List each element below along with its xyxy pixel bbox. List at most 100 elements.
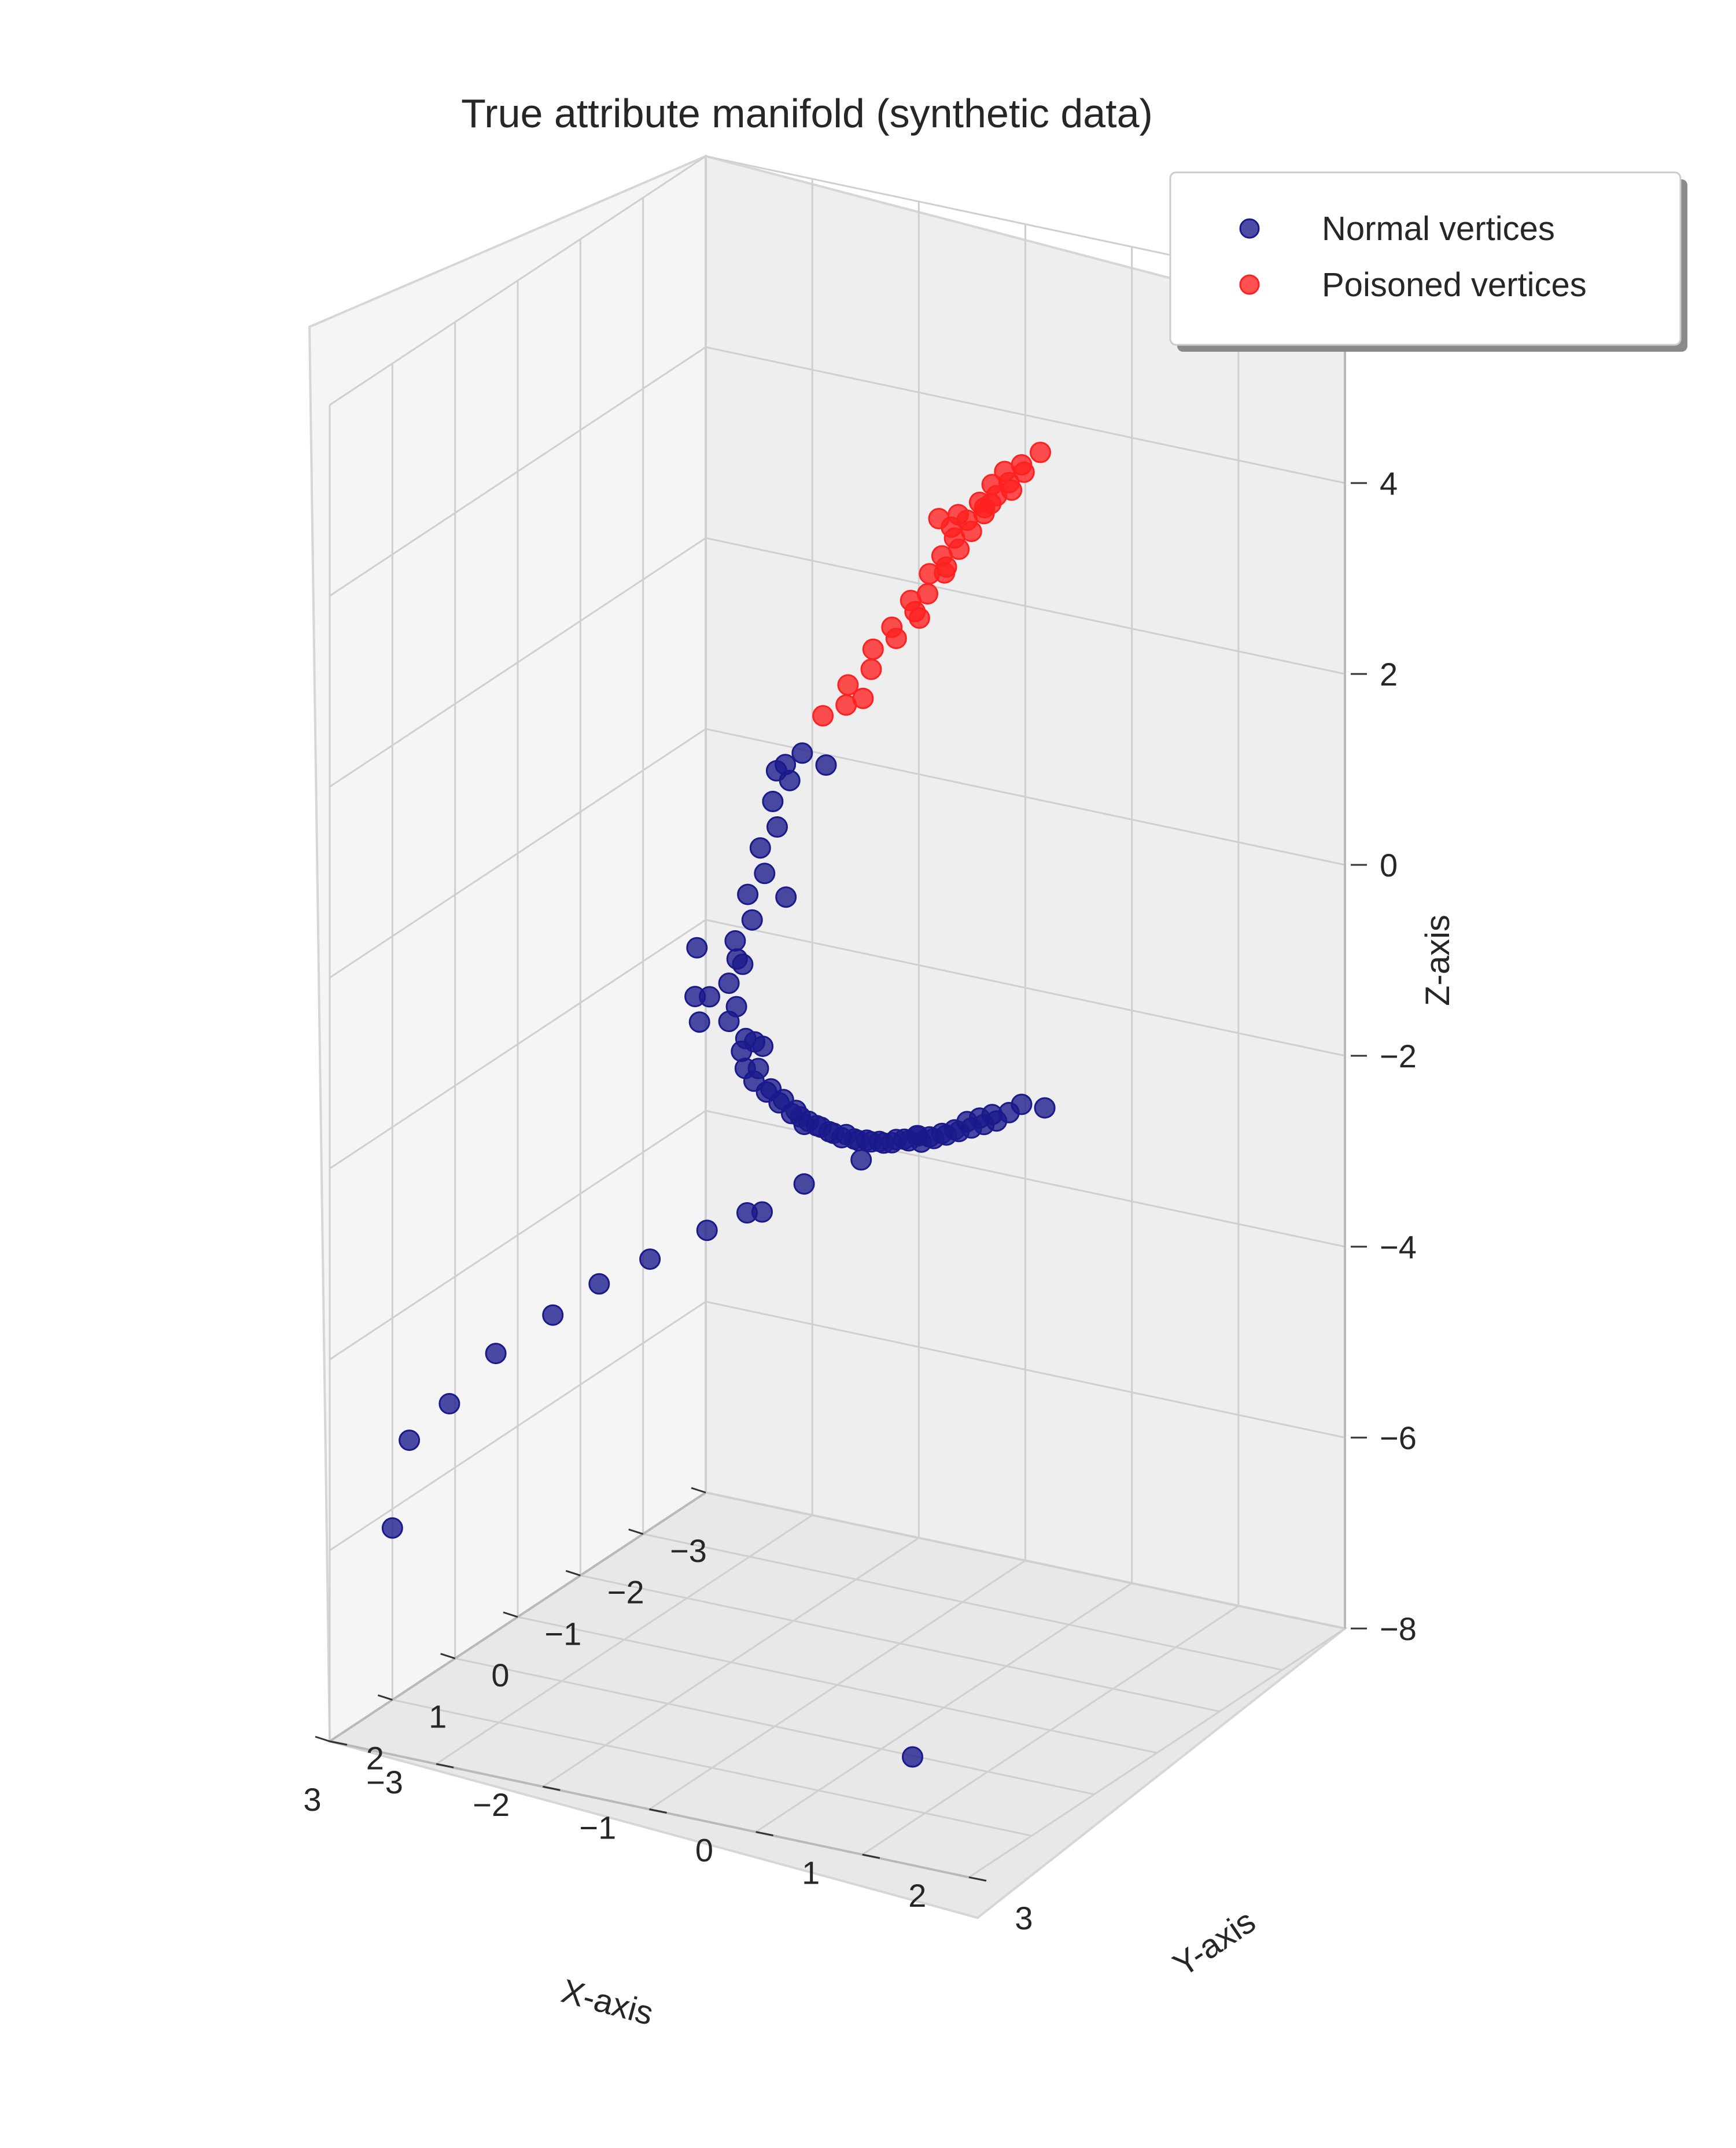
- gridline: [705, 1300, 1346, 1439]
- normal-vertex-point: [790, 1106, 812, 1128]
- normal-vertex-point: [791, 742, 813, 764]
- y-tick-label: 0: [695, 1832, 713, 1869]
- normal-vertex-point: [775, 886, 797, 908]
- y-tick-mark: [543, 1785, 561, 1791]
- gridline: [705, 537, 1346, 675]
- normal-vertex-point: [762, 790, 784, 812]
- x-tick-mark: [377, 1694, 393, 1701]
- legend-marker-normal: [1239, 218, 1260, 239]
- y-tick-label: 3: [1015, 1900, 1033, 1936]
- normal-vertex-point: [726, 948, 748, 970]
- x-tick-mark: [440, 1653, 456, 1660]
- normal-vertex-point: [699, 986, 720, 1008]
- gridline: [329, 728, 706, 979]
- normal-vertex-point: [588, 1273, 610, 1295]
- normal-vertex-point: [752, 1036, 774, 1058]
- normal-vertex-point: [793, 1173, 815, 1195]
- z-tick-label: 0: [1380, 847, 1398, 883]
- z-tick-label: −8: [1380, 1611, 1417, 1647]
- x-tick-mark: [503, 1611, 518, 1618]
- legend: Normal vertices Poisoned vertices: [1169, 171, 1687, 352]
- x-tick-label: −1: [544, 1615, 581, 1652]
- x-tick-mark: [565, 1569, 581, 1576]
- poisoned-vertex-point: [1013, 461, 1035, 483]
- normal-vertex-point: [438, 1392, 460, 1414]
- y-tick-label: 1: [802, 1855, 820, 1891]
- normal-vertex-point: [741, 909, 763, 931]
- gridline: [862, 1605, 1239, 1856]
- poisoned-vertex-point: [1001, 479, 1023, 501]
- poisoned-vertex-point: [885, 628, 907, 650]
- poisoned-vertex-point: [812, 705, 834, 727]
- normal-vertex-point: [907, 1125, 929, 1147]
- z-tick-label: 2: [1380, 656, 1398, 692]
- normal-vertex-point: [542, 1304, 564, 1326]
- poisoned-vertex-point: [974, 497, 996, 519]
- gridline: [705, 1491, 1346, 1630]
- poisoned-vertex-point: [908, 607, 930, 629]
- gridline: [329, 919, 706, 1170]
- poisoned-vertex-point: [862, 638, 884, 660]
- normal-vertex-point: [485, 1343, 507, 1365]
- z-axis-label: Z-axis: [1419, 915, 1457, 1006]
- y-tick-label: 2: [908, 1877, 926, 1914]
- gridline: [329, 537, 706, 788]
- x-tick-label: 1: [429, 1698, 447, 1735]
- poisoned-vertex-point: [934, 562, 956, 584]
- normal-vertex-point: [1034, 1097, 1056, 1119]
- y-tick-mark: [968, 1876, 987, 1882]
- normal-vertex-point: [754, 863, 776, 885]
- normal-vertex-point: [766, 816, 788, 838]
- legend-label-normal: Normal vertices: [1322, 210, 1555, 248]
- y-tick-mark: [329, 1740, 348, 1746]
- x-tick-mark: [315, 1736, 330, 1742]
- x-tick-label: 2: [366, 1740, 384, 1776]
- gridline: [755, 1582, 1133, 1833]
- x-tick-label: −3: [670, 1532, 707, 1569]
- normal-vertex-point: [381, 1517, 403, 1539]
- poisoned-vertex-point: [852, 687, 874, 709]
- z-tick-label: −2: [1380, 1038, 1417, 1074]
- normal-vertex-point: [688, 1011, 710, 1033]
- y-tick-mark: [649, 1808, 667, 1814]
- gridline: [542, 1537, 920, 1788]
- y-tick-label: −2: [473, 1786, 510, 1823]
- legend-box: [1169, 171, 1682, 346]
- left-pane: [308, 154, 707, 1744]
- normal-vertex-point: [725, 996, 747, 1018]
- gridline: [705, 346, 1346, 484]
- normal-vertex-point: [749, 837, 771, 859]
- y-tick-mark: [436, 1763, 454, 1768]
- normal-vertex-point: [724, 930, 746, 952]
- poisoned-vertex-point: [1030, 441, 1051, 463]
- x-tick-mark: [691, 1487, 706, 1494]
- normal-vertex-point: [696, 1219, 718, 1241]
- y-tick-mark: [862, 1854, 880, 1859]
- legend-label-poisoned: Poisoned vertices: [1322, 266, 1587, 304]
- y-tick-mark: [755, 1831, 773, 1837]
- x-tick-label: 3: [303, 1781, 321, 1818]
- y-tick-label: −1: [579, 1809, 616, 1845]
- gridline: [329, 346, 706, 597]
- normal-vertex-point: [686, 937, 708, 959]
- normal-vertex-point: [399, 1429, 421, 1451]
- poisoned-vertex-point: [941, 516, 963, 538]
- gridline: [329, 1300, 706, 1552]
- z-tick-label: −6: [1380, 1420, 1417, 1456]
- gridline: [648, 1560, 1026, 1810]
- gridline: [705, 919, 1346, 1057]
- normal-vertex-point: [751, 1201, 773, 1223]
- normal-vertex-point: [734, 1058, 756, 1079]
- normal-vertex-point: [718, 972, 740, 994]
- z-tick-label: 4: [1380, 465, 1398, 502]
- gridline: [329, 155, 706, 406]
- x-axis-label: X-axis: [558, 1972, 657, 2032]
- normal-vertex-point: [765, 760, 787, 782]
- y-tick-label: −3: [366, 1764, 403, 1800]
- x-tick-mark: [628, 1528, 644, 1535]
- normal-vertex-point: [902, 1746, 923, 1768]
- y-axis-label: Y-axis: [1166, 1902, 1262, 1984]
- normal-vertex-point: [737, 883, 759, 905]
- x-tick-label: −2: [607, 1574, 644, 1611]
